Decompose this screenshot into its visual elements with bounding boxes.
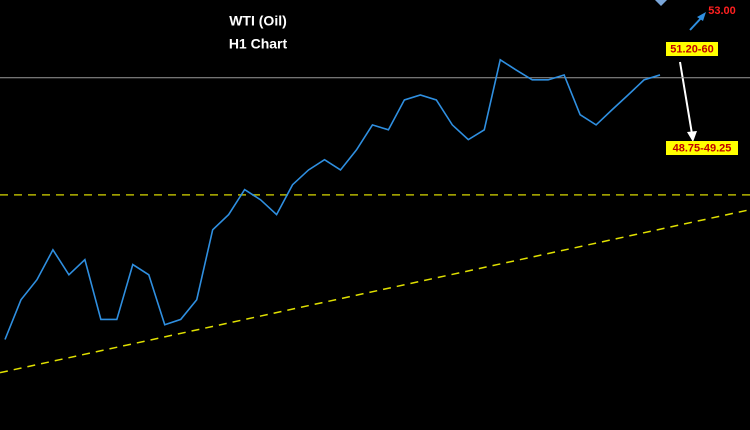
trend-line xyxy=(0,208,750,374)
support-label: 48.75-49.25 xyxy=(673,142,732,154)
resistance-label: 51.20-60 xyxy=(670,43,713,55)
label-box xyxy=(666,42,718,56)
corner-marker xyxy=(655,0,667,6)
down-arrow-head xyxy=(687,131,697,142)
up-arrow-head xyxy=(697,12,706,21)
label-box xyxy=(666,141,738,155)
price-line xyxy=(4,58,661,340)
down-arrow xyxy=(679,61,693,135)
chart-subtitle: H1 Chart xyxy=(229,36,288,52)
chart-title: WTI (Oil) xyxy=(229,13,287,29)
target-label: 53.00 xyxy=(708,5,736,17)
